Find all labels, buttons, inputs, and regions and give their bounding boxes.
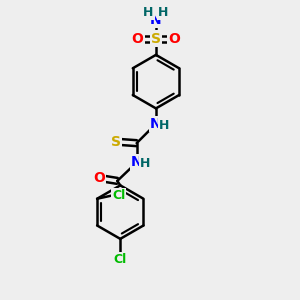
Text: H: H — [158, 6, 169, 19]
Text: N: N — [150, 117, 162, 131]
Text: S: S — [111, 135, 121, 149]
Text: H: H — [140, 158, 150, 170]
Text: H: H — [159, 119, 169, 132]
Text: S: S — [151, 32, 161, 46]
Text: N: N — [150, 13, 162, 27]
Text: N: N — [131, 155, 142, 170]
Text: H: H — [143, 6, 154, 19]
Text: O: O — [168, 32, 180, 46]
Text: O: O — [93, 171, 105, 185]
Text: Cl: Cl — [112, 189, 125, 202]
Text: Cl: Cl — [114, 253, 127, 266]
Text: O: O — [132, 32, 143, 46]
